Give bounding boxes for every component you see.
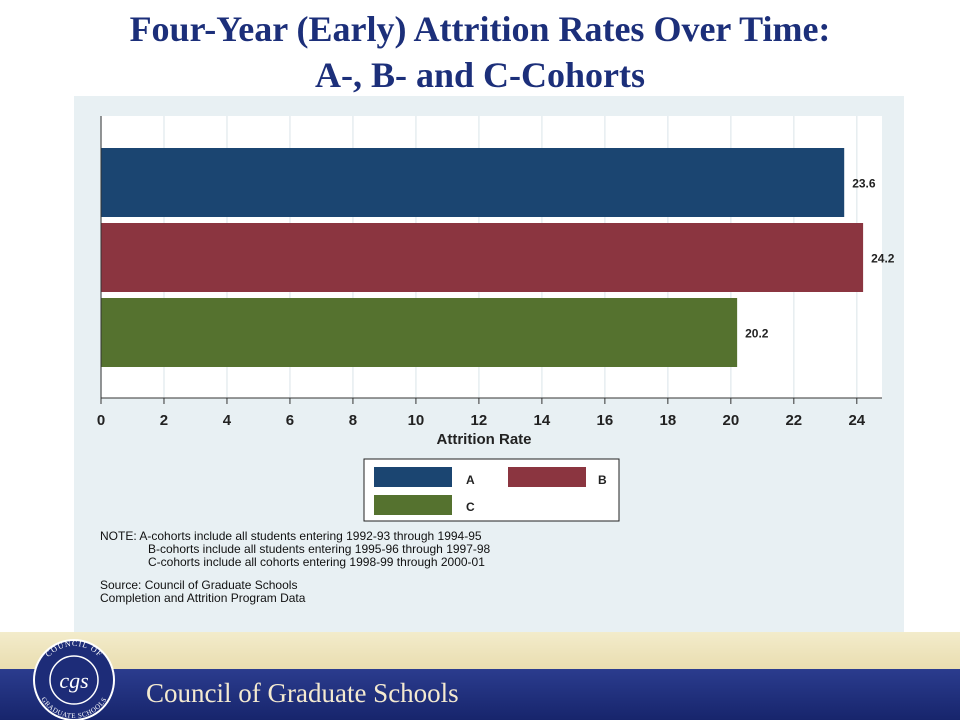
svg-text:cgs: cgs bbox=[59, 668, 88, 693]
legend-label: C bbox=[466, 500, 475, 514]
chart-notes: NOTE: A-cohorts include all students ent… bbox=[100, 530, 490, 605]
note-line-a: NOTE: A-cohorts include all students ent… bbox=[100, 529, 482, 543]
title-line-2: A-, B- and C-Cohorts bbox=[314, 55, 645, 95]
title-line-1: Four-Year (Early) Attrition Rates Over T… bbox=[129, 9, 831, 49]
bar-A bbox=[101, 148, 845, 217]
x-tick-label: 24 bbox=[848, 412, 865, 429]
x-axis-label: Attrition Rate bbox=[437, 431, 532, 448]
org-name: Council of Graduate Schools bbox=[146, 678, 459, 708]
source-line-1: Source: Council of Graduate Schools bbox=[100, 578, 298, 592]
x-tick-label: 2 bbox=[160, 412, 168, 429]
bars: 23.6 24.2 20.2 bbox=[101, 148, 895, 367]
legend: A B C bbox=[363, 458, 620, 522]
note-line-b: B-cohorts include all students entering … bbox=[148, 542, 491, 556]
legend-label: B bbox=[598, 473, 607, 487]
x-tick-label: 6 bbox=[286, 412, 294, 429]
footer-bar bbox=[0, 669, 960, 720]
x-tick-label: 8 bbox=[349, 412, 357, 429]
bar-C bbox=[101, 298, 738, 367]
x-tick-label: 16 bbox=[597, 412, 614, 429]
x-tick-label: 10 bbox=[408, 412, 425, 429]
x-tick-label: 0 bbox=[97, 412, 105, 429]
x-tick-label: 4 bbox=[223, 412, 232, 429]
source-line-2: Completion and Attrition Program Data bbox=[100, 591, 306, 605]
bar-B bbox=[101, 223, 864, 292]
x-tick-label: 20 bbox=[722, 412, 739, 429]
legend-swatch bbox=[508, 467, 586, 487]
bar-value-label: 23.6 bbox=[852, 177, 876, 191]
legend-label: A bbox=[466, 473, 475, 487]
bar-value-label: 20.2 bbox=[745, 327, 769, 341]
cgs-seal-logo: COUNCIL OF GRADUATE SCHOOLS cgs bbox=[33, 639, 115, 720]
note-line-c: C-cohorts include all cohorts entering 1… bbox=[148, 555, 485, 569]
footer-band bbox=[0, 632, 960, 669]
legend-swatch bbox=[374, 495, 452, 515]
x-tick-label: 18 bbox=[660, 412, 677, 429]
x-axis: 0 2 4 6 8 10 12 14 16 18 20 22 24 bbox=[97, 116, 882, 429]
legend-swatch bbox=[374, 467, 452, 487]
bar-value-label: 24.2 bbox=[871, 252, 895, 266]
x-tick-label: 12 bbox=[471, 412, 488, 429]
x-tick-label: 22 bbox=[785, 412, 802, 429]
slide-title: Four-Year (Early) Attrition Rates Over T… bbox=[0, 6, 960, 98]
x-tick-label: 14 bbox=[534, 412, 551, 429]
